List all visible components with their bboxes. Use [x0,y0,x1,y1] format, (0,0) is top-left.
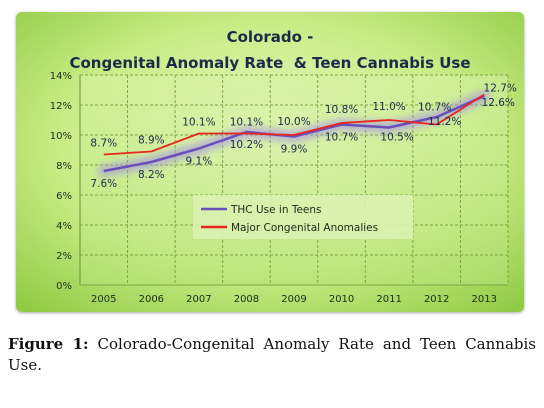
y-tick-label: 8% [56,161,72,172]
series-line-thc [103,94,485,173]
x-axis: 2005 2006 2007 2008 2009 2010 2011 2012 2013 [91,294,497,305]
x-tick-label: 2008 [234,294,259,305]
data-labels: 7.6% 8.2% 9.1% 10.2% 9.9% 10.7% 10.5% 11.2% 12.6… [90,83,516,191]
line-chart: Colorado - Congenital Anomaly Rate & Tee… [16,12,524,312]
data-label-anomalies: 10.0% [277,116,310,128]
data-label-anomalies: 10.7% [418,102,451,114]
x-tick-label: 2006 [139,294,164,305]
x-tick-label: 2010 [329,294,354,305]
figure-caption: Figure 1: Colorado-Congenital Anomaly Ra… [8,334,536,376]
data-label-thc: 10.2% [230,139,263,151]
x-tick-label: 2011 [376,294,401,305]
data-label-anomalies: 8.9% [138,135,165,147]
y-tick-label: 6% [56,191,72,202]
y-axis: 0% 2% 4% 6% 8% 10% 12% 14% [50,71,81,292]
data-label-anomalies: 10.8% [325,104,358,116]
data-label-thc: 12.6% [482,97,515,109]
x-tick-label: 2007 [186,294,211,305]
x-tick-label: 2012 [424,294,449,305]
data-label-anomalies: 10.1% [230,117,263,129]
y-tick-label: 12% [50,101,72,112]
data-label-thc: 11.2% [428,116,461,128]
data-label-anomalies: 12.7% [484,83,517,95]
x-tick-label: 2009 [281,294,306,305]
data-label-anomalies: 11.0% [372,101,405,113]
y-tick-label: 0% [56,281,72,292]
y-tick-label: 2% [56,251,72,262]
legend-label: THC Use in Teens [230,204,322,216]
data-label-thc: 9.9% [281,144,308,156]
y-tick-label: 10% [50,131,72,142]
caption-text: Colorado-Congenital Anomaly Rate and Tee… [8,335,536,374]
legend-box [193,195,413,239]
data-label-thc: 10.5% [380,132,413,144]
chart-title-line1: Colorado - [227,28,314,46]
data-label-anomalies: 8.7% [90,138,117,150]
chart-frame: Colorado - Congenital Anomaly Rate & Tee… [16,12,524,312]
chart-title-line2: Congenital Anomaly Rate & Teen Cannabis … [69,54,470,72]
series-line-anomalies [103,93,485,156]
y-tick-label: 4% [56,221,72,232]
caption-label: Figure 1: [8,335,89,353]
y-tick-label: 14% [50,71,72,82]
x-tick-label: 2013 [471,294,496,305]
data-label-thc: 8.2% [138,169,165,181]
data-label-thc: 7.6% [90,178,117,190]
data-label-thc: 10.7% [325,132,358,144]
data-label-thc: 9.1% [186,156,213,168]
legend: THC Use in Teens Major Congenital Anomali… [193,195,413,239]
data-label-anomalies: 10.1% [182,117,215,129]
x-tick-label: 2005 [91,294,116,305]
plot-area [80,75,508,285]
series-layer [97,90,491,177]
legend-label: Major Congenital Anomalies [231,222,378,234]
